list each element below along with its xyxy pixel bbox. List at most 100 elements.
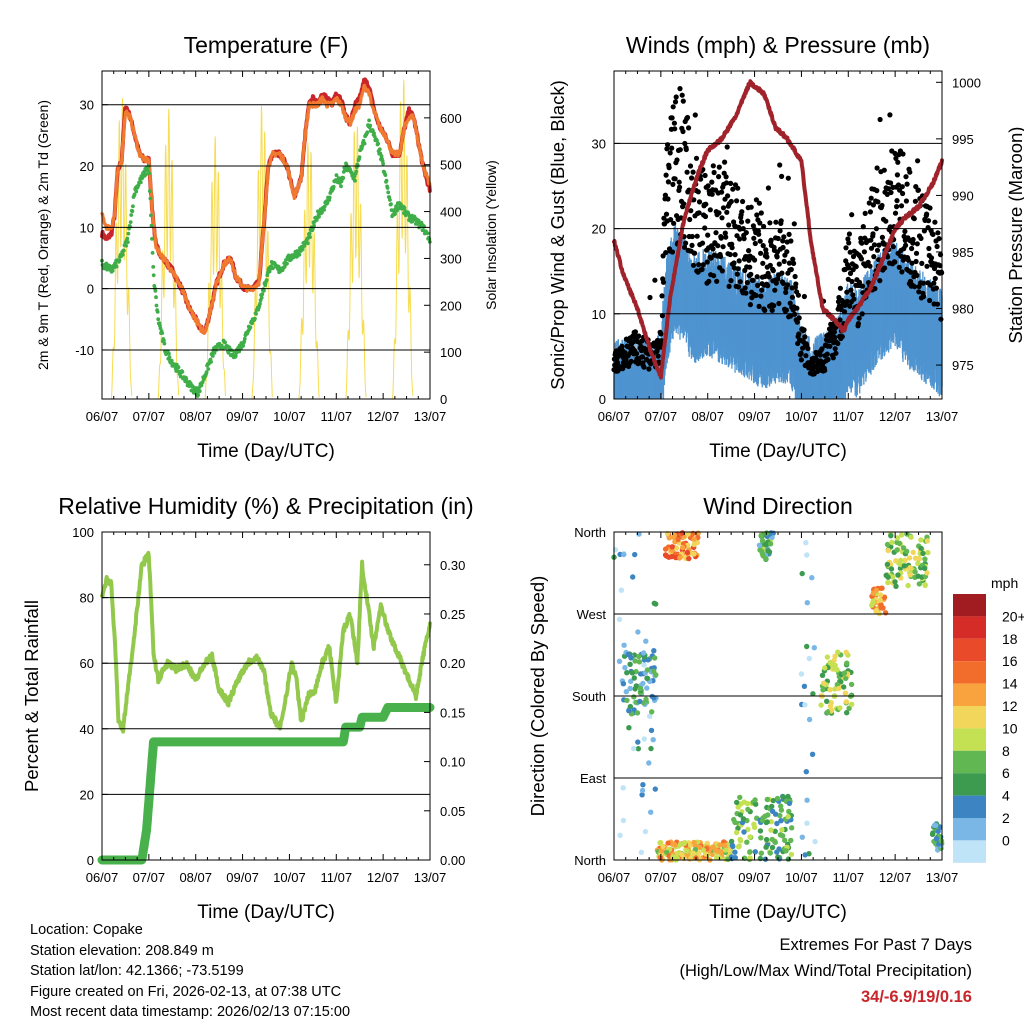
direction-point [756, 542, 763, 548]
dewpoint-point [394, 204, 398, 209]
gust-point [706, 278, 712, 284]
direction-point [657, 840, 663, 846]
gust-point [883, 218, 889, 224]
gust-point [859, 240, 865, 246]
solar-day-trace [392, 79, 414, 399]
gust-point [817, 352, 823, 358]
direction-point [809, 751, 816, 757]
y2-tick-label: 600 [440, 111, 462, 126]
direction-point [763, 836, 770, 843]
dewpoint-point [322, 208, 326, 212]
gust-point [827, 343, 833, 349]
direction-point [632, 551, 638, 558]
gust-point [892, 210, 899, 216]
gust-point [920, 280, 926, 286]
gust-point [789, 294, 796, 300]
dewpoint-point [167, 355, 172, 360]
gust-point [709, 179, 715, 185]
gust-point [831, 329, 838, 335]
gust-point [735, 185, 741, 191]
colorbar-swatch [953, 773, 986, 796]
figure-created: Figure created on Fri, 2026-02-13, at 07… [30, 983, 342, 1000]
x-tick-label: 11/07 [320, 870, 352, 885]
direction-point [758, 533, 764, 539]
gust-point [770, 268, 776, 274]
gust-point [879, 202, 885, 209]
direction-point [906, 555, 913, 561]
direction-point [894, 547, 900, 553]
gust-point [860, 224, 866, 230]
gust-point [916, 289, 922, 295]
direction-point [620, 817, 627, 824]
direction-point [626, 725, 632, 731]
gust-point [722, 230, 728, 236]
gust-point [660, 279, 667, 285]
y-tick-label: 10 [592, 307, 606, 322]
dewpoint-point [130, 209, 135, 214]
gust-point [914, 272, 920, 278]
gust-point [756, 200, 763, 206]
colorbar-swatch [953, 683, 986, 706]
direction-point [757, 547, 763, 553]
gust-point [677, 86, 683, 92]
direction-point [732, 849, 738, 855]
direction-point [691, 551, 697, 557]
gust-point [835, 340, 841, 347]
gust-point [868, 245, 875, 251]
dewpoint-point [180, 369, 185, 374]
direction-point [804, 600, 810, 606]
direction-point [918, 545, 924, 552]
direction-point [638, 849, 645, 855]
gust-point [793, 281, 799, 287]
direction-point [696, 850, 702, 856]
gust-point [735, 266, 741, 272]
direction-point [846, 705, 852, 711]
gust-point [798, 357, 805, 363]
direction-point [901, 563, 907, 569]
direction-point [922, 565, 928, 571]
gust-point [859, 283, 866, 289]
x-tick-label: 10/07 [273, 870, 306, 885]
solar-day-trace [204, 136, 226, 399]
gust-point [874, 247, 881, 253]
direction-point [737, 838, 744, 844]
gust-point [795, 292, 802, 298]
extremes-title: Extremes For Past 7 Days [779, 936, 972, 954]
direction-point [642, 828, 649, 835]
gust-point [932, 219, 938, 225]
direction-point [841, 684, 847, 690]
direction-point [617, 832, 623, 838]
gust-point [850, 292, 856, 298]
gust-point [846, 265, 852, 271]
direction-point [822, 665, 828, 671]
dewpoint-point [147, 171, 152, 176]
direction-point [649, 709, 655, 715]
dewpoint-point [209, 360, 214, 364]
dewpoint-point [425, 231, 430, 236]
gust-point [759, 287, 765, 293]
direction-point [931, 822, 938, 829]
x-tick-label: 09/07 [738, 870, 771, 885]
direction-point [710, 844, 716, 850]
gust-point [710, 163, 716, 169]
direction-point [735, 844, 742, 850]
gust-point [671, 220, 677, 226]
gust-point [780, 238, 786, 244]
direction-point [648, 727, 655, 734]
gust-point [839, 334, 845, 340]
direction-point [819, 672, 826, 678]
gust-point [735, 284, 742, 290]
direction-point [648, 809, 654, 815]
direction-point [632, 658, 638, 664]
direction-point [639, 787, 646, 794]
gust-point [868, 237, 874, 243]
gust-point [903, 174, 909, 180]
dewpoint-point [138, 180, 143, 185]
x-axis-label: Time (Day/UTC) [197, 441, 335, 462]
gust-point [850, 253, 857, 260]
direction-point [669, 544, 675, 550]
dewpoint-point [197, 389, 202, 394]
dewpoint-point [125, 236, 130, 241]
gust-point [711, 273, 717, 279]
gust-point [757, 238, 763, 244]
